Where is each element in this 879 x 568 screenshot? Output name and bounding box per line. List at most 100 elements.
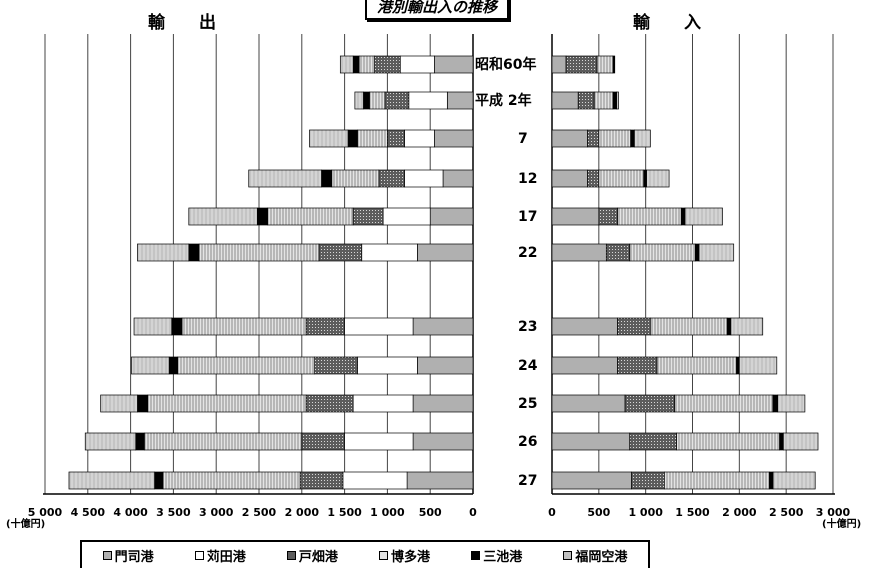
import-bar-segment [605, 243, 631, 262]
import-bar-segment [646, 169, 670, 188]
import-bar-segment [616, 91, 619, 110]
export-bar-segment [344, 432, 414, 451]
export-bar-segment [417, 356, 474, 375]
export-bar-segment [429, 207, 474, 226]
export-bar-segment [412, 317, 474, 336]
import-bar-segment [598, 169, 645, 188]
legend-label: 苅田港 [206, 549, 246, 565]
export-tick-label: 1 000 [370, 506, 405, 519]
legend-item: 三池港 [471, 546, 522, 565]
export-bar-segment [137, 394, 149, 413]
export-bar-segment [399, 55, 435, 74]
import-bar-segment [730, 317, 764, 336]
import-bar-segment [676, 432, 780, 451]
export-bar-segment [135, 432, 145, 451]
export-bar-segment [384, 91, 410, 110]
legend: 門司港 苅田港 戸畑港 博多港 三池港 福岡空港 [80, 540, 650, 568]
category-label: 23 [518, 319, 537, 335]
export-bar-segment [412, 394, 474, 413]
export-bar-segment [358, 55, 375, 74]
import-bar-segment [656, 356, 737, 375]
export-bar-segment [404, 129, 435, 148]
export-bar-segment [417, 243, 474, 262]
import-tick-label: 1 500 [675, 506, 710, 519]
import-bar-segment [726, 317, 732, 336]
export-bar-segment [100, 394, 138, 413]
import-bar-segment [617, 356, 658, 375]
export-tick-label: 3 500 [156, 506, 191, 519]
export-bar-segment [147, 394, 307, 413]
export-bar-segment [305, 394, 354, 413]
import-tick-label: 3 000 [816, 506, 851, 519]
export-bar-segment [446, 91, 474, 110]
legend-swatch [102, 550, 112, 560]
legend-swatch [471, 550, 481, 560]
export-bar-segment [305, 317, 345, 336]
import-tick-label: 1 000 [628, 506, 663, 519]
export-bar-segment [143, 432, 303, 451]
import-bar-segment [684, 207, 723, 226]
category-label: 24 [518, 358, 538, 374]
import-side-title: 輸入 [633, 13, 735, 33]
export-bar-segment [339, 55, 354, 74]
export-bar-segment [387, 129, 405, 148]
import-bar-segment [772, 394, 779, 413]
export-bar-segment [352, 55, 360, 74]
export-bar-segment [434, 55, 474, 74]
export-bar-segment [357, 356, 418, 375]
export-bar-segment [363, 91, 370, 110]
export-bar-segment [171, 317, 183, 336]
import-bar-segment [551, 394, 626, 413]
export-tick-label: 0 [469, 506, 477, 519]
import-bar-segment [664, 471, 770, 490]
import-bar-segment [631, 471, 665, 490]
chart-title: 港別輸出入の推移 [365, 0, 510, 20]
category-label: 27 [518, 473, 537, 489]
import-bar-segment [551, 471, 632, 490]
legend-swatch [563, 550, 573, 560]
import-bar-segment [698, 243, 735, 262]
export-bar-segment [318, 243, 363, 262]
legend-swatch [194, 550, 204, 560]
export-bar-segment [347, 129, 358, 148]
import-bar-segment [694, 243, 700, 262]
export-bar-segment [256, 207, 268, 226]
export-unit-label: (十億円) [6, 519, 46, 530]
import-bar-segment [587, 169, 600, 188]
export-bar-segment [267, 207, 354, 226]
export-tick-label: 5 000 [28, 506, 63, 519]
export-bar-segment [406, 471, 474, 490]
import-tick-label: 0 [548, 506, 556, 519]
category-label: 26 [518, 434, 537, 450]
import-bar-segment [617, 317, 651, 336]
export-bar-segment [177, 356, 315, 375]
import-bar-segment [783, 432, 819, 451]
export-bar-segment [181, 317, 307, 336]
export-bar-segment [354, 91, 364, 110]
import-bar-segment [577, 91, 595, 110]
export-bar-segment [352, 207, 384, 226]
import-bar-segment [551, 356, 618, 375]
category-label: 昭和60年 [475, 56, 536, 73]
export-tick-label: 2 000 [285, 506, 320, 519]
export-bar-segment [314, 356, 358, 375]
legend-swatch [286, 550, 296, 560]
export-bar-segment [321, 169, 333, 188]
category-label: 12 [518, 171, 537, 187]
category-label: 17 [518, 209, 537, 225]
export-bar-segment [344, 317, 414, 336]
export-bar-segment [412, 432, 474, 451]
export-bar-segment [248, 169, 322, 188]
export-bar-segment [361, 243, 418, 262]
import-bar-segment [551, 91, 579, 110]
export-bar-segment [301, 432, 345, 451]
export-bar-segment [342, 471, 408, 490]
export-bar-segment [357, 129, 388, 148]
import-tick-label: 500 [587, 506, 610, 519]
legend-item: 福岡空港 [563, 546, 627, 565]
export-bar-segment [137, 243, 190, 262]
export-bar-segment [378, 169, 405, 188]
import-bar-segment [768, 471, 774, 490]
import-unit-label: (十億円) [822, 519, 862, 530]
